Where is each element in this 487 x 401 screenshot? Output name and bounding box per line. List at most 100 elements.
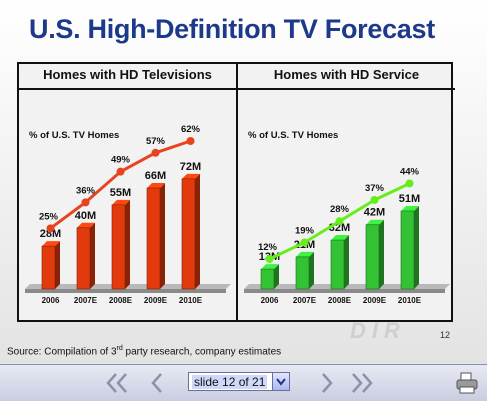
print-button[interactable] — [455, 371, 479, 395]
last-slide-button[interactable] — [349, 370, 375, 396]
bar — [41, 245, 56, 290]
bar-side — [344, 235, 349, 289]
chart-svg-hd-service: 13M200621M2007E32M2008E42M2009E51M2010E1… — [244, 130, 450, 305]
chevron-right-icon — [322, 373, 333, 393]
category-label: 2009E — [363, 296, 387, 305]
line-value-label: 44% — [400, 166, 420, 177]
line-value-label: 25% — [39, 211, 59, 222]
chart-title-hd-service: Homes with HD Service — [273, 67, 420, 82]
line-value-label: 28% — [330, 204, 350, 215]
bar-value-label: 72M — [180, 161, 201, 173]
line-point — [81, 198, 90, 207]
category-label: 2007E — [74, 296, 98, 305]
line-value-label: 57% — [146, 136, 166, 147]
line-point — [370, 196, 379, 204]
bar-side — [379, 219, 384, 289]
chart-hd-televisions: Homes with HD Televisions 28M 2006 40M 2007… — [19, 64, 238, 320]
chart-floor-edge — [25, 289, 226, 293]
bar-side — [55, 241, 60, 289]
source-suffix: party research, company estimates — [122, 346, 282, 358]
bar-value-label: 66M — [145, 170, 166, 182]
watermark-logo: DIR — [350, 318, 406, 343]
bar-top — [401, 205, 419, 211]
line-series-name: % of U.S. TV Homes — [29, 130, 119, 141]
line-value-label: 49% — [111, 155, 131, 166]
slide-title: U.S. High-Definition TV Forecast — [29, 14, 435, 44]
bar-top — [112, 199, 130, 205]
bar — [260, 268, 275, 290]
chart-svg-hd-televisions: 28M 2006 40M 2007E 55M 2008E 66M 2009E 72M 2010E 2… — [25, 124, 231, 305]
chart-floor — [244, 284, 450, 289]
double-chevron-right-icon — [352, 373, 373, 393]
source-prefix: Source: Compilation of 3 — [7, 346, 117, 358]
previous-slide-button[interactable] — [146, 370, 172, 396]
bar-side — [160, 183, 165, 289]
category-label: 2010E — [398, 296, 422, 305]
bar-side — [414, 205, 419, 289]
bar-value-label: 42M — [364, 207, 385, 219]
chart-floor-edge — [244, 289, 445, 293]
category-label: 2009E — [144, 296, 168, 305]
slide: U.S. High-Definition TV Forecast Homes w… — [0, 0, 487, 364]
line-value-label: 37% — [365, 183, 385, 194]
double-chevron-left-icon — [106, 373, 127, 393]
category-label: 2008E — [328, 296, 352, 305]
category-label: 2008E — [109, 296, 133, 305]
next-slide-button[interactable] — [314, 370, 340, 396]
bar-side — [195, 173, 200, 289]
chevron-left-icon — [151, 373, 162, 393]
line-value-label: 19% — [295, 225, 315, 236]
line-point — [300, 238, 309, 247]
bar-top — [147, 183, 165, 189]
line-point — [335, 217, 344, 226]
bar — [330, 239, 345, 290]
category-label: 2010E — [179, 296, 203, 305]
bar-side — [309, 251, 314, 289]
bar-top — [182, 173, 200, 179]
bar-side — [125, 199, 130, 289]
bar-top — [331, 235, 349, 241]
line-point — [116, 167, 125, 176]
bar — [365, 224, 380, 290]
charts-panel: Homes with HD Televisions 28M 2006 40M 2007… — [17, 62, 455, 322]
title-divider — [19, 88, 236, 90]
category-label: 2006 — [261, 296, 279, 305]
chart-hd-service: Homes with HD Service 13M200621M2007E32M… — [238, 64, 455, 320]
line-value-label: 36% — [76, 185, 96, 196]
bar — [76, 227, 91, 290]
printer-icon — [456, 372, 478, 394]
line-value-label: 62% — [181, 124, 201, 135]
category-label: 2006 — [42, 296, 60, 305]
chevron-down-icon[interactable] — [272, 373, 289, 390]
bar — [295, 256, 310, 290]
line-series-name: % of U.S. TV Homes — [248, 130, 338, 141]
slide-select[interactable]: slide 12 of 21 — [188, 372, 290, 391]
bar-top — [42, 241, 60, 247]
line-value-label: 12% — [258, 242, 278, 253]
navigation-bar: slide 12 of 21 — [0, 364, 487, 401]
line-point — [186, 137, 195, 145]
title-divider — [238, 88, 455, 90]
bar-top — [296, 251, 314, 257]
chart-title-hd-televisions: Homes with HD Televisions — [43, 67, 212, 82]
line-point — [151, 148, 160, 157]
chart-floor — [25, 284, 231, 289]
line-point — [405, 179, 414, 188]
bar-value-label: 51M — [399, 193, 420, 205]
bar-value-label: 55M — [110, 187, 131, 199]
bar — [111, 204, 126, 290]
bar-top — [366, 219, 384, 225]
first-slide-button[interactable] — [104, 370, 130, 396]
bar — [181, 178, 196, 290]
category-label: 2007E — [293, 296, 317, 305]
source-sup: rd — [116, 345, 123, 352]
bar — [146, 187, 161, 290]
line-point — [46, 224, 55, 233]
slide-select-value: slide 12 of 21 — [192, 375, 268, 389]
bar-top — [77, 222, 95, 228]
bar-side — [274, 264, 279, 289]
bar — [400, 210, 415, 290]
source-note: Source: Compilation of 3rd party researc… — [7, 345, 281, 357]
page-number: 12 — [440, 330, 451, 340]
line-point — [265, 255, 274, 263]
